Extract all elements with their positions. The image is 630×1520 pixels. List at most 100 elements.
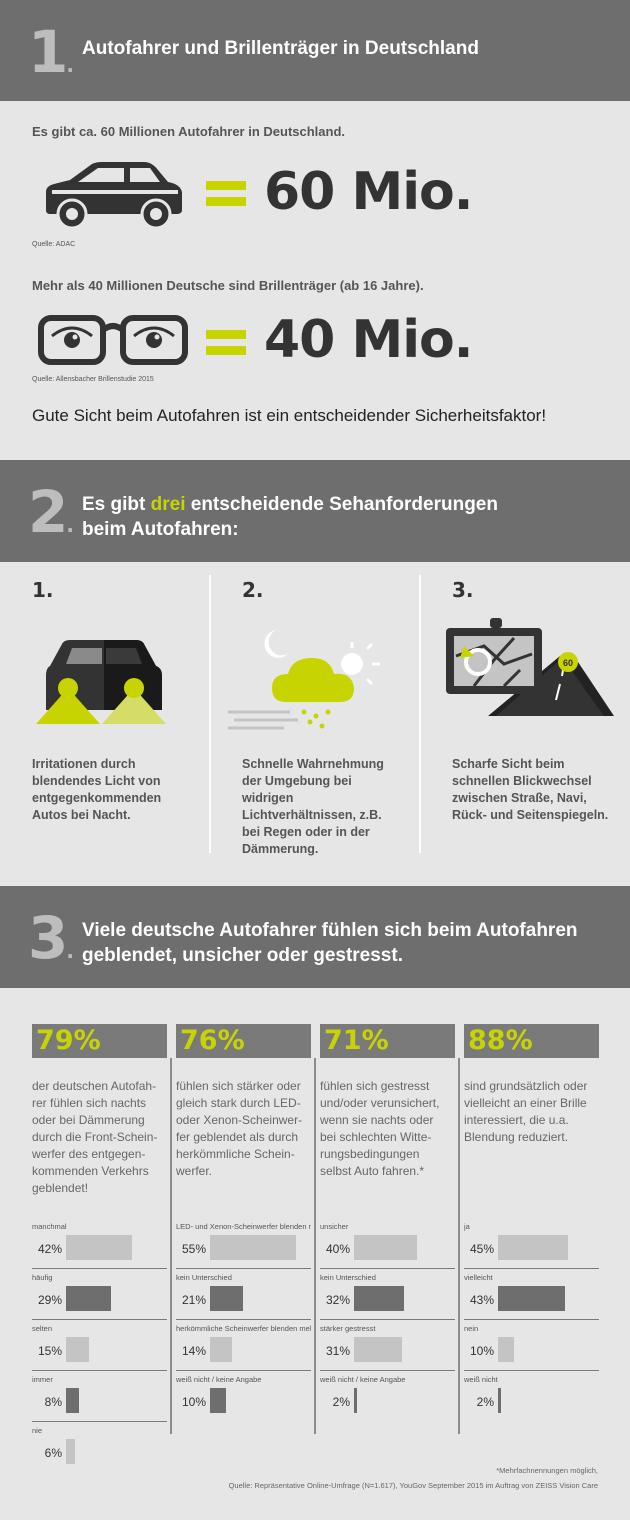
challenge-1: 1.: [32, 578, 202, 602]
bar-label: kein Unterschied: [176, 1273, 232, 1282]
safety-statement: Gute Sicht beim Autofahren ist ein entsc…: [32, 406, 547, 425]
row-divider: [320, 1268, 455, 1269]
bar: [210, 1286, 243, 1311]
bar: [66, 1337, 89, 1362]
section1-header: 1. Autofahrer und Brillenträger in Deuts…: [0, 0, 630, 101]
bar-label: nie: [32, 1426, 43, 1435]
stat-percent: 76%: [180, 1025, 245, 1056]
bar-value: 15%: [37, 1344, 62, 1358]
bar-value: 40%: [325, 1242, 350, 1256]
glasses-icon: [38, 315, 188, 365]
title-highlight: drei: [150, 494, 186, 515]
bar-value: 42%: [37, 1242, 62, 1256]
stat-description: fühlen sich gestresst und/oder verunsich…: [320, 1079, 440, 1178]
bar: [498, 1337, 514, 1362]
bar: [66, 1235, 132, 1260]
car-source: Quelle: ADAC: [32, 241, 76, 248]
bar: [498, 1235, 568, 1260]
column-divider: [458, 1058, 460, 1434]
bar: [498, 1286, 565, 1311]
bar-value: 31%: [325, 1344, 350, 1358]
section1-number: 1.: [28, 18, 74, 86]
bar: [354, 1388, 357, 1413]
row-divider: [464, 1370, 599, 1371]
glasses-text: Mehr als 40 Millionen Deutsche sind Bril…: [32, 278, 424, 293]
bar: [210, 1337, 232, 1362]
bar-value: 10%: [469, 1344, 494, 1358]
row-divider: [176, 1319, 311, 1320]
glasses-value: 40 Mio.: [264, 310, 474, 370]
section1-title: Autofahrer und Brillenträger in Deutschl…: [82, 38, 479, 59]
column-divider: [170, 1058, 172, 1434]
row-divider: [464, 1268, 599, 1269]
bar-value: 14%: [181, 1344, 206, 1358]
bar-value: 2%: [476, 1395, 494, 1409]
bar: [66, 1388, 79, 1413]
challenge-separator: [209, 575, 211, 853]
row-divider: [32, 1268, 167, 1269]
row-divider: [32, 1421, 167, 1422]
row-divider: [320, 1319, 455, 1320]
bar: [210, 1235, 296, 1260]
row-divider: [32, 1370, 167, 1371]
challenge-3: 3.: [452, 578, 612, 602]
bar-value: 8%: [44, 1395, 62, 1409]
challenge-number: 3.: [452, 578, 474, 602]
bar-value: 55%: [181, 1242, 206, 1256]
bar-label: manchmal: [32, 1222, 67, 1231]
bar: [354, 1286, 404, 1311]
bar-value: 6%: [44, 1446, 62, 1460]
bar-label: nein: [464, 1324, 479, 1333]
challenge-separator: [419, 575, 421, 853]
bar-value: 45%: [469, 1242, 494, 1256]
bar-value: 21%: [181, 1293, 206, 1307]
survey-source: Quelle: Repräsentative Online-Umfrage (N…: [228, 1481, 598, 1490]
stat-percent: 79%: [36, 1025, 101, 1056]
footnote: *Mehrfachnennungen möglich,: [496, 1466, 598, 1475]
bar-value: 32%: [325, 1293, 350, 1307]
bar: [66, 1439, 75, 1464]
speed-sign-label: 60: [563, 658, 573, 668]
stat-percent: 88%: [468, 1025, 533, 1056]
bar-value: 43%: [469, 1293, 494, 1307]
car-headlights-icon: [36, 640, 166, 724]
bar-label: unsicher: [320, 1222, 349, 1231]
bar-label: kein Unterschied: [320, 1273, 376, 1282]
challenge-number: 2.: [242, 578, 264, 602]
car-icon: [46, 162, 182, 230]
section2-title: Es gibt drei entscheidende Sehanforderun…: [82, 494, 498, 540]
stat-header: 79%: [32, 1024, 167, 1058]
challenge-2: 2.: [242, 578, 412, 602]
glasses-source: Quelle: Allensbacher Brillenstudie 2015: [32, 376, 154, 383]
challenge-3-text: Scharfe Sicht beim schnellen Blickwechse…: [452, 757, 609, 822]
row-divider: [176, 1370, 311, 1371]
bar: [498, 1388, 501, 1413]
bar-label: immer: [32, 1375, 53, 1384]
bar-label: weiß nicht: [464, 1375, 498, 1384]
section3-header: 3. Viele deutsche Autofahrer fühlen sich…: [0, 886, 630, 988]
bar-label: ja: [464, 1222, 470, 1231]
equals-sign-2: [206, 330, 246, 362]
stat-header: 71%: [320, 1024, 455, 1058]
challenge-1-text: Irritationen durch blendendes Licht von …: [32, 757, 162, 822]
section3-number: 3.: [28, 904, 74, 972]
bar: [354, 1235, 417, 1260]
row-divider: [320, 1370, 455, 1371]
bar-label: vielleicht: [464, 1273, 493, 1282]
stat-header: 88%: [464, 1024, 599, 1058]
row-divider: [464, 1319, 599, 1320]
bar-value: 29%: [37, 1293, 62, 1307]
challenge-number: 1.: [32, 578, 54, 602]
stat-description: der deutschen Autofah- rer fühlen sich n…: [32, 1079, 158, 1195]
bar: [354, 1337, 402, 1362]
bar-label: LED- und Xenon-Scheinwerfer blenden mehr: [176, 1222, 311, 1231]
navigation-road-icon: 60: [446, 618, 614, 716]
stat-header: 76%: [176, 1024, 311, 1058]
section3-title: Viele deutsche Autofahrer fühlen sich be…: [82, 920, 578, 966]
section2-number: 2.: [28, 478, 74, 546]
section2-header: 2. Es gibt drei entscheidende Sehanforde…: [0, 460, 630, 562]
bar-label: weiß nicht / keine Angabe: [176, 1375, 262, 1384]
bar-label: häufig: [32, 1273, 53, 1282]
bar: [66, 1286, 111, 1311]
stat-description: sind grundsätzlich oder vielleicht an ei…: [464, 1079, 588, 1144]
